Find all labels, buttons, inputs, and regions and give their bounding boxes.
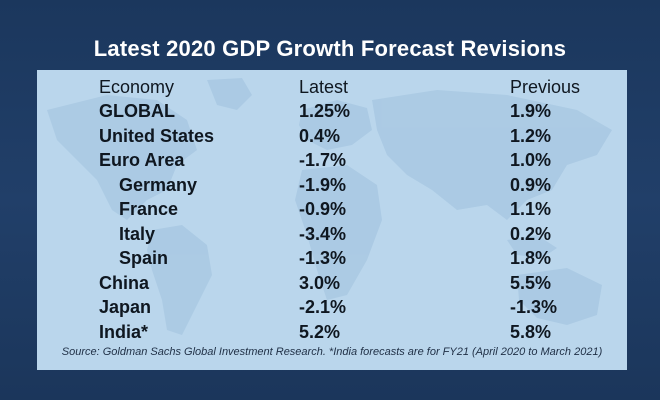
cell-previous: 1.2% — [510, 125, 552, 146]
cell-economy: China — [99, 272, 150, 293]
cell-previous: -1.3% — [510, 297, 558, 317]
cell-economy: France — [119, 199, 179, 219]
cell-latest: 3.0% — [299, 272, 341, 293]
table-row: Japan -2.1% -1.3% — [37, 295, 627, 320]
cell-economy: Germany — [119, 174, 198, 195]
table-row: Spain -1.3% 1.8% — [37, 246, 627, 271]
cell-latest: -0.9% — [299, 199, 347, 219]
cell-economy: Italy — [119, 223, 156, 244]
header-economy: Economy — [99, 77, 175, 97]
cell-previous: 0.2% — [510, 223, 552, 244]
cell-previous: 5.8% — [510, 321, 552, 342]
table-panel: Economy Latest Previous GLOBAL 1.25% 1.9% U… — [37, 70, 627, 370]
header-latest: Latest — [299, 77, 349, 97]
table-row: Germany -1.9% 0.9% — [37, 173, 627, 198]
table-row: Italy -3.4% 0.2% — [37, 222, 627, 247]
cell-latest: -3.4% — [299, 223, 347, 244]
chart-title: Latest 2020 GDP Growth Forecast Revision… — [93, 36, 567, 61]
source-note: Source: Goldman Sachs Global Investment … — [61, 346, 603, 358]
table-row: China 3.0% 5.5% — [37, 271, 627, 296]
cell-economy: India* — [99, 321, 149, 342]
table-row: GLOBAL 1.25% 1.9% — [37, 99, 627, 124]
table-row: Euro Area -1.7% 1.0% — [37, 148, 627, 173]
cell-latest: 0.4% — [299, 125, 341, 146]
cell-previous: 1.8% — [510, 248, 552, 268]
cell-economy: United States — [99, 125, 215, 146]
table-row: India* 5.2% 5.8% — [37, 320, 627, 345]
cell-previous: 0.9% — [510, 174, 552, 195]
cell-latest: 5.2% — [299, 321, 341, 342]
cell-latest: -1.7% — [299, 150, 347, 170]
world-map-background — [47, 78, 612, 335]
cell-latest: 1.25% — [299, 101, 351, 121]
cell-latest: -1.9% — [299, 174, 347, 195]
cell-previous: 1.1% — [510, 199, 552, 219]
cell-previous: 1.0% — [510, 150, 552, 170]
cell-economy: Spain — [119, 248, 169, 268]
cell-economy: GLOBAL — [99, 101, 175, 121]
table-row: France -0.9% 1.1% — [37, 197, 627, 222]
cell-economy: Japan — [99, 297, 152, 317]
cell-latest: -1.3% — [299, 248, 347, 268]
cell-previous: 1.9% — [510, 101, 552, 121]
header-row: Economy Latest Previous — [37, 75, 627, 100]
cell-previous: 5.5% — [510, 272, 552, 293]
header-previous: Previous — [510, 77, 581, 97]
table-row: United States 0.4% 1.2% — [37, 124, 627, 149]
cell-latest: -2.1% — [299, 297, 347, 317]
cell-economy: Euro Area — [99, 150, 185, 170]
